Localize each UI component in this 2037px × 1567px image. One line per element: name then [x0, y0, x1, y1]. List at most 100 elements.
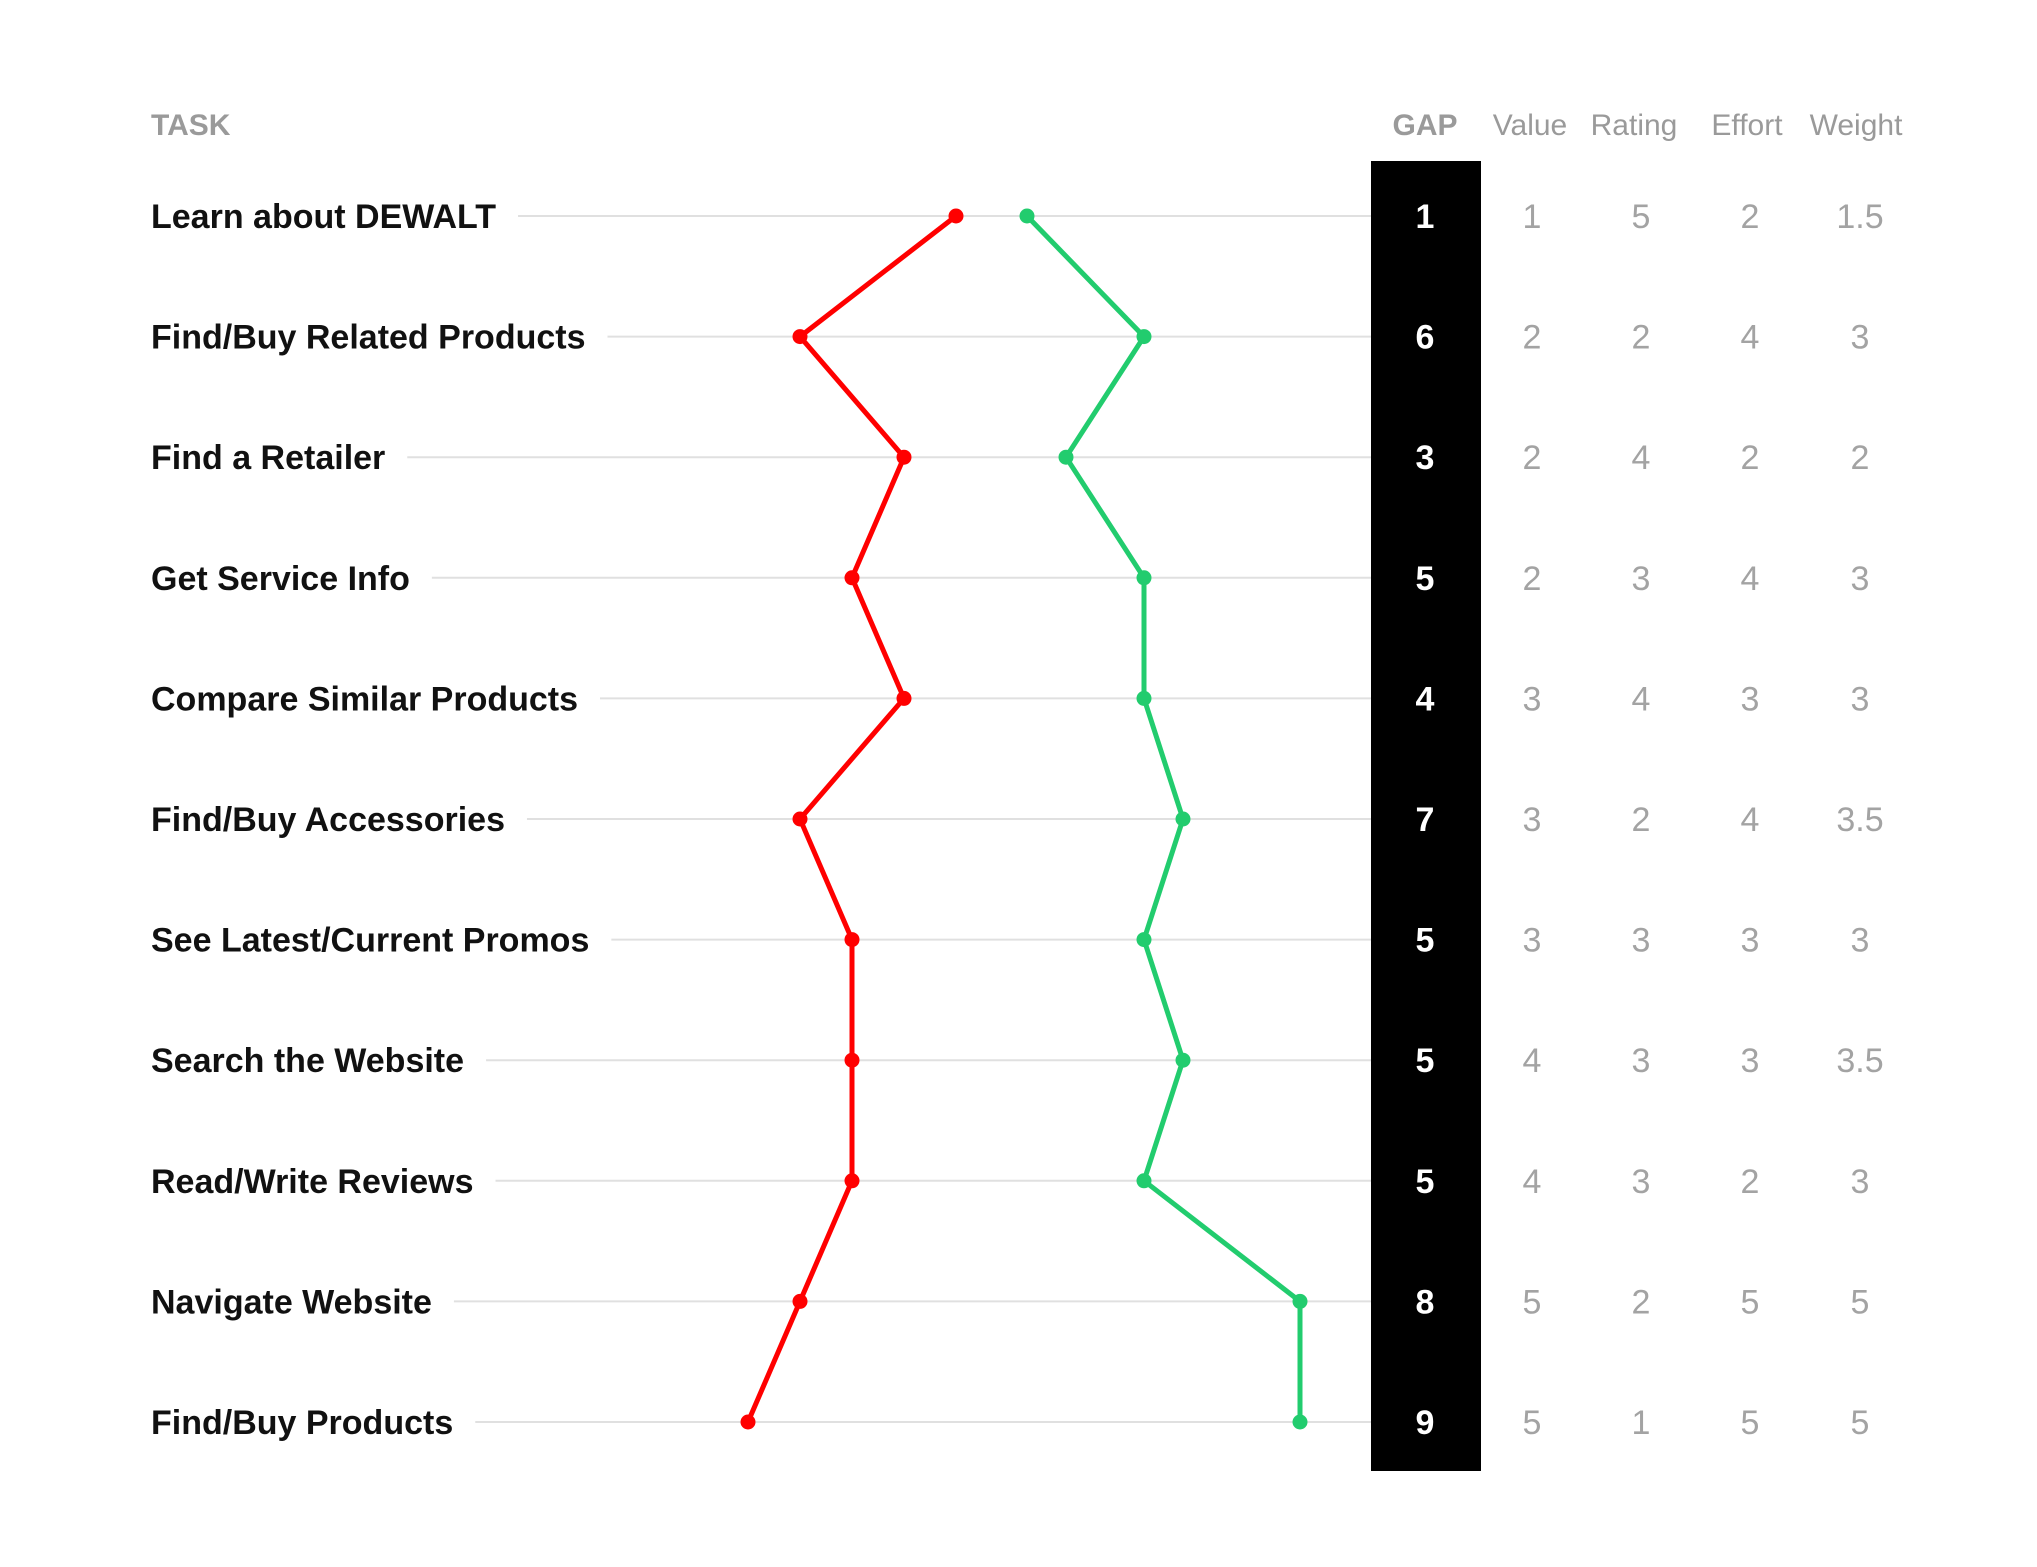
value-cell: 2 [1523, 439, 1542, 477]
data-point [896, 449, 912, 465]
header-row: TASK GAP Value Rating Effort Weight [151, 109, 1903, 142]
data-point [1019, 208, 1035, 224]
rating-cell: 3 [1632, 560, 1651, 598]
data-point [1175, 1052, 1191, 1068]
data-point [1136, 690, 1152, 706]
table-row: Get Service Info 5 2 3 4 3 [151, 560, 1869, 598]
header-rating: Rating [1591, 109, 1678, 142]
gap-value: 5 [1416, 922, 1435, 960]
data-point [844, 1173, 860, 1189]
effort-cell: 4 [1741, 319, 1760, 357]
table-row: Read/Write Reviews 5 4 3 2 3 [151, 1163, 1869, 1201]
table-row: Find/Buy Accessories 7 3 2 4 3.5 [151, 801, 1884, 839]
weight-cell: 3.5 [1836, 801, 1883, 839]
weight-cell: 5 [1851, 1404, 1870, 1442]
task-label: See Latest/Current Promos [151, 922, 589, 960]
data-point [792, 329, 808, 345]
data-point [1136, 570, 1152, 586]
task-label: Get Service Info [151, 560, 410, 598]
rating-cell: 1 [1632, 1404, 1651, 1442]
data-point [792, 811, 808, 827]
value-cell: 3 [1523, 801, 1542, 839]
effort-cell: 2 [1741, 1163, 1760, 1201]
gap-value: 4 [1416, 680, 1435, 718]
value-cell: 5 [1523, 1283, 1542, 1321]
weight-cell: 3 [1851, 922, 1870, 960]
rating-cell: 5 [1632, 198, 1651, 236]
table-row: See Latest/Current Promos 5 3 3 3 3 [151, 922, 1869, 960]
value-cell: 5 [1523, 1404, 1542, 1442]
header-effort: Effort [1711, 109, 1783, 142]
data-point [1292, 1414, 1308, 1430]
weight-cell: 3 [1851, 1163, 1870, 1201]
table-row: Compare Similar Products 4 3 4 3 3 [151, 680, 1869, 718]
task-label: Find/Buy Accessories [151, 801, 505, 839]
series-1 [740, 208, 964, 1430]
weight-cell: 5 [1851, 1283, 1870, 1321]
effort-cell: 2 [1741, 198, 1760, 236]
series [740, 208, 1308, 1430]
weight-cell: 1.5 [1836, 198, 1883, 236]
table-row: Search the Website 5 4 3 3 3.5 [151, 1042, 1884, 1080]
effort-cell: 3 [1741, 1042, 1760, 1080]
gap-value: 6 [1416, 319, 1435, 357]
rating-cell: 4 [1632, 680, 1651, 718]
data-point [1058, 449, 1074, 465]
effort-cell: 4 [1741, 560, 1760, 598]
effort-cell: 3 [1741, 922, 1760, 960]
weight-cell: 3 [1851, 319, 1870, 357]
data-point [844, 932, 860, 948]
rating-cell: 2 [1632, 801, 1651, 839]
value-cell: 3 [1523, 680, 1542, 718]
value-cell: 4 [1523, 1163, 1542, 1201]
rating-cell: 3 [1632, 1163, 1651, 1201]
gap-value: 5 [1416, 1042, 1435, 1080]
task-label: Find/Buy Related Products [151, 319, 586, 357]
table-row: Navigate Website 8 5 2 5 5 [151, 1283, 1869, 1321]
data-point [948, 208, 964, 224]
task-label: Compare Similar Products [151, 680, 578, 718]
task-label: Navigate Website [151, 1283, 432, 1321]
task-label: Find/Buy Products [151, 1404, 453, 1442]
rating-cell: 2 [1632, 1283, 1651, 1321]
rating-cell: 2 [1632, 319, 1651, 357]
rating-cell: 3 [1632, 922, 1651, 960]
task-label: Search the Website [151, 1042, 464, 1080]
data-point [740, 1414, 756, 1430]
weight-cell: 3 [1851, 560, 1870, 598]
data-point [1136, 329, 1152, 345]
header-task: TASK [151, 109, 231, 142]
data-point [844, 1052, 860, 1068]
effort-cell: 5 [1741, 1283, 1760, 1321]
header-value: Value [1493, 109, 1568, 142]
task-label: Find a Retailer [151, 439, 385, 477]
rating-cell: 3 [1632, 1042, 1651, 1080]
header-weight: Weight [1810, 109, 1903, 142]
gap-value: 3 [1416, 439, 1435, 477]
gap-value: 7 [1416, 801, 1435, 839]
task-label: Read/Write Reviews [151, 1163, 474, 1201]
gap-value: 5 [1416, 560, 1435, 598]
table-row: Learn about DEWALT 1 1 5 2 1.5 [151, 198, 1884, 236]
value-cell: 2 [1523, 319, 1542, 357]
gap-value: 9 [1416, 1404, 1435, 1442]
rating-cell: 4 [1632, 439, 1651, 477]
data-point [1136, 932, 1152, 948]
header-gap: GAP [1392, 109, 1457, 142]
gap-column-background [1371, 161, 1481, 1471]
data-point [1175, 811, 1191, 827]
value-cell: 3 [1523, 922, 1542, 960]
weight-cell: 3.5 [1836, 1042, 1883, 1080]
value-cell: 2 [1523, 560, 1542, 598]
value-cell: 4 [1523, 1042, 1542, 1080]
table-row: Find/Buy Related Products 6 2 2 4 3 [151, 319, 1869, 357]
effort-cell: 4 [1741, 801, 1760, 839]
value-cell: 1 [1523, 198, 1542, 236]
table-row: Find a Retailer 3 2 4 2 2 [151, 439, 1869, 477]
data-point [792, 1293, 808, 1309]
rows: Learn about DEWALT 1 1 5 2 1.5 Find/Buy Relate… [151, 198, 1884, 1442]
effort-cell: 2 [1741, 439, 1760, 477]
gap-value: 1 [1416, 198, 1435, 236]
task-label: Learn about DEWALT [151, 198, 496, 236]
